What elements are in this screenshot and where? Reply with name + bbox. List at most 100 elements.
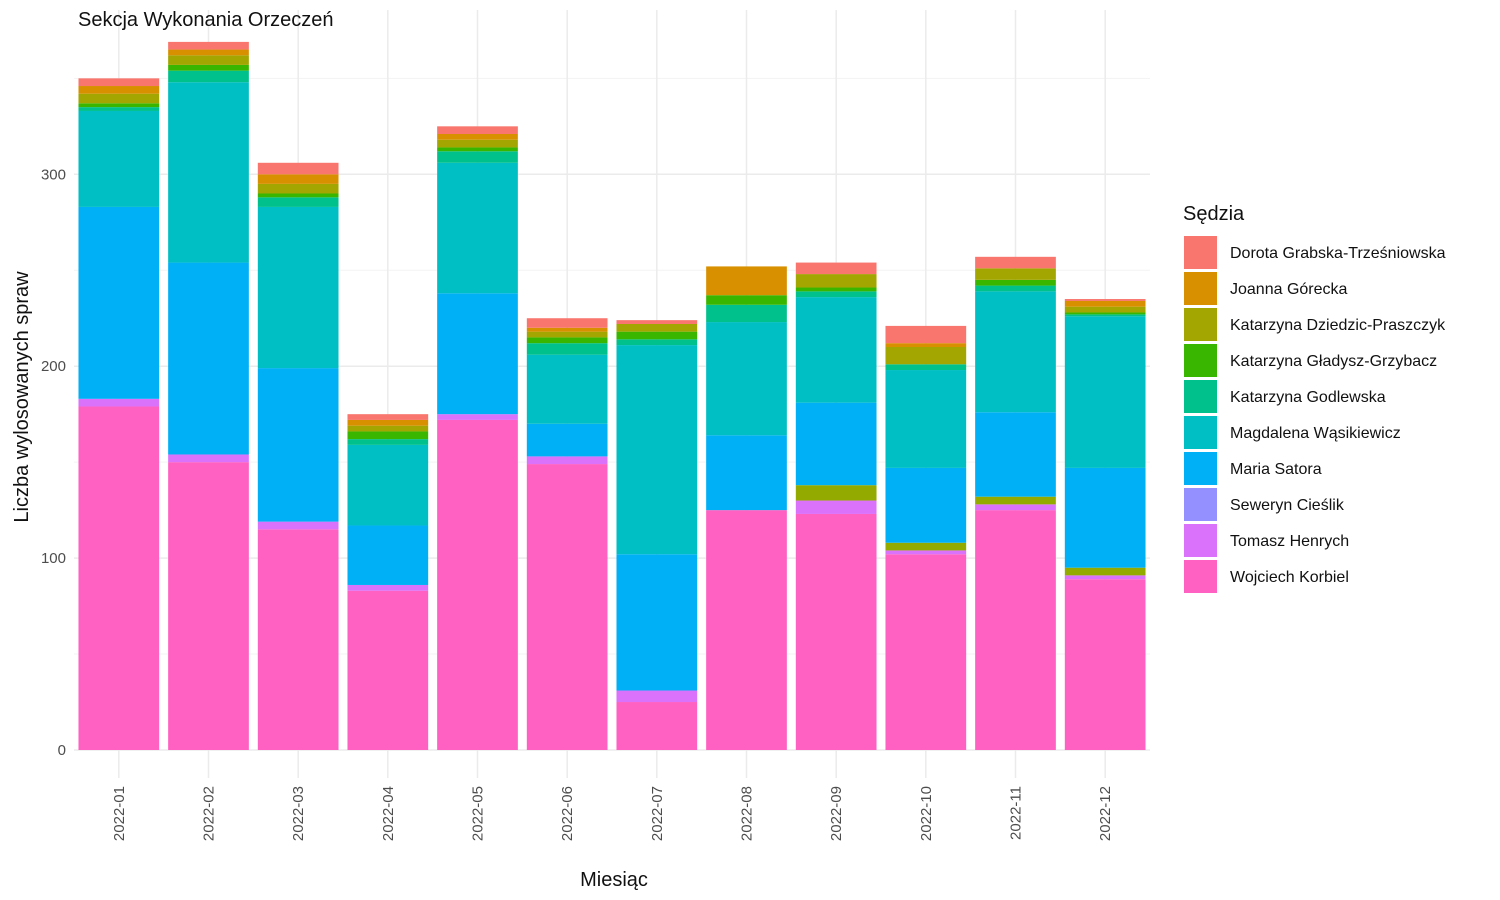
bar-segment bbox=[795, 274, 877, 288]
bar-segment bbox=[795, 291, 877, 298]
bar-segment bbox=[526, 354, 608, 424]
bar-segment bbox=[975, 496, 1056, 505]
bar-segment bbox=[168, 462, 249, 750]
x-tick-label: 2022-07 bbox=[649, 786, 666, 841]
bar-segment bbox=[795, 500, 877, 514]
legend-label: Tomasz Henrych bbox=[1230, 533, 1349, 550]
bar-segment bbox=[526, 343, 608, 355]
bar-segment bbox=[616, 690, 698, 703]
bar-segment bbox=[347, 525, 429, 585]
bar-segment bbox=[975, 412, 1056, 497]
bar-segment bbox=[257, 193, 339, 198]
chart-title: Sekcja Wykonania Orzeczeń bbox=[78, 9, 334, 31]
bar-segment bbox=[706, 266, 787, 296]
bar-segment bbox=[78, 78, 160, 87]
bar-segment bbox=[437, 139, 518, 148]
legend-label: Katarzyna Dziedzic-Praszczyk bbox=[1230, 317, 1446, 334]
bar-segment bbox=[257, 368, 339, 522]
bar-segment bbox=[437, 134, 518, 140]
bar-segment bbox=[168, 262, 249, 455]
bar-segment bbox=[526, 464, 608, 750]
bar-segment bbox=[168, 454, 249, 463]
bar-segment bbox=[795, 402, 877, 486]
bar-segment bbox=[78, 86, 160, 94]
x-tick-label: 2022-10 bbox=[918, 786, 935, 841]
bar-segment bbox=[78, 206, 160, 399]
bar-segment bbox=[1064, 567, 1146, 576]
y-tick-label: 100 bbox=[41, 550, 66, 567]
bar-segment bbox=[257, 183, 339, 194]
x-tick-label: 2022-02 bbox=[201, 786, 218, 841]
bar-segment bbox=[437, 126, 518, 135]
y-axis-title: Liczba wylosowanych spraw bbox=[11, 271, 33, 523]
bar-segment bbox=[1064, 316, 1146, 468]
legend-label: Dorota Grabska-Trześniowska bbox=[1230, 245, 1446, 262]
legend-label: Maria Satora bbox=[1230, 461, 1322, 478]
bar-segment bbox=[795, 513, 877, 750]
bar-segment bbox=[437, 147, 518, 152]
bar-segment bbox=[78, 406, 160, 750]
x-tick-label: 2022-12 bbox=[1097, 786, 1114, 841]
bar-segment bbox=[526, 456, 608, 465]
bar-segment bbox=[1064, 299, 1146, 301]
bar-segment bbox=[257, 162, 339, 175]
bar-segment bbox=[347, 439, 429, 445]
bar-segment bbox=[437, 414, 518, 420]
legend: Sędzia Dorota Grabska-Trześniowska Joanna… bbox=[1183, 203, 1446, 593]
y-axis: 0 100 200 300 bbox=[41, 166, 66, 759]
bar-segment bbox=[526, 318, 608, 328]
bar-segment bbox=[1064, 575, 1146, 580]
bars bbox=[78, 41, 1146, 750]
bar-segment bbox=[78, 103, 160, 108]
bar-segment bbox=[885, 550, 967, 555]
bar-segment bbox=[347, 584, 429, 591]
bar-segment bbox=[168, 41, 249, 50]
y-tick-label: 200 bbox=[41, 358, 66, 375]
legend-swatch bbox=[1184, 416, 1217, 449]
x-tick-label: 2022-05 bbox=[470, 786, 487, 841]
bar-segment bbox=[437, 419, 518, 750]
bar-segment bbox=[1064, 579, 1146, 750]
bar-segment bbox=[885, 364, 967, 371]
bar-segment bbox=[257, 174, 339, 184]
bar-segment bbox=[347, 425, 429, 432]
legend-label: Katarzyna Gładysz-Grzybacz bbox=[1230, 353, 1437, 370]
bar-segment bbox=[78, 107, 160, 111]
legend-swatch bbox=[1184, 452, 1217, 485]
bar-segment bbox=[795, 297, 877, 403]
legend-swatch bbox=[1184, 308, 1217, 341]
bar-segment bbox=[347, 444, 429, 526]
bar-segment bbox=[347, 419, 429, 426]
bar-segment bbox=[168, 82, 249, 263]
bar-segment bbox=[257, 521, 339, 530]
x-tick-label: 2022-09 bbox=[828, 786, 845, 841]
bar-segment bbox=[78, 110, 160, 207]
y-tick-label: 300 bbox=[41, 166, 66, 183]
bar-segment bbox=[168, 70, 249, 83]
bar-segment bbox=[168, 55, 249, 65]
bar-segment bbox=[616, 339, 698, 346]
bar-segment bbox=[885, 554, 967, 750]
legend-swatch bbox=[1184, 524, 1217, 557]
bar-segment bbox=[975, 279, 1056, 286]
bar-segment bbox=[257, 197, 339, 207]
x-tick-label: 2022-03 bbox=[290, 786, 307, 841]
bar-segment bbox=[795, 262, 877, 275]
x-tick-label: 2022-04 bbox=[380, 786, 397, 841]
legend-swatch bbox=[1184, 560, 1217, 593]
bar-segment bbox=[347, 590, 429, 750]
bar-segment bbox=[706, 510, 787, 750]
bar-segment bbox=[437, 293, 518, 415]
bar-segment bbox=[975, 256, 1056, 269]
bar-segment bbox=[437, 151, 518, 163]
legend-label: Seweryn Cieślik bbox=[1230, 497, 1345, 514]
legend-swatch bbox=[1184, 272, 1217, 305]
bar-segment bbox=[1064, 312, 1146, 315]
x-tick-label: 2022-01 bbox=[111, 786, 128, 841]
bar-segment bbox=[706, 295, 787, 305]
bar-segment bbox=[885, 542, 967, 551]
legend-label: Katarzyna Godlewska bbox=[1230, 389, 1386, 406]
bar-segment bbox=[616, 554, 698, 691]
legend-title: Sędzia bbox=[1183, 203, 1245, 225]
bar-segment bbox=[1064, 314, 1146, 317]
